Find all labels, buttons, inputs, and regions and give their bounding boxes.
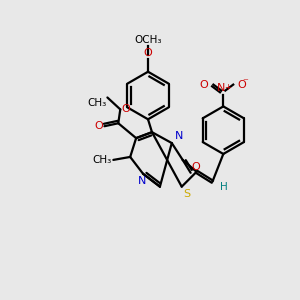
- Text: O: O: [144, 48, 152, 58]
- Text: OCH₃: OCH₃: [134, 35, 162, 45]
- Text: O: O: [237, 80, 246, 90]
- Text: O: O: [121, 104, 130, 114]
- Text: S: S: [184, 189, 191, 199]
- Text: O: O: [95, 121, 103, 131]
- Text: CH₃: CH₃: [92, 155, 111, 165]
- Text: O: O: [192, 162, 200, 172]
- Text: N: N: [175, 131, 183, 141]
- Text: ⁻: ⁻: [242, 78, 248, 88]
- Text: +: +: [224, 82, 231, 91]
- Text: CH₃: CH₃: [87, 98, 106, 109]
- Text: N: N: [138, 176, 146, 186]
- Text: N: N: [217, 82, 226, 92]
- Text: H: H: [220, 182, 228, 192]
- Text: O: O: [200, 80, 208, 90]
